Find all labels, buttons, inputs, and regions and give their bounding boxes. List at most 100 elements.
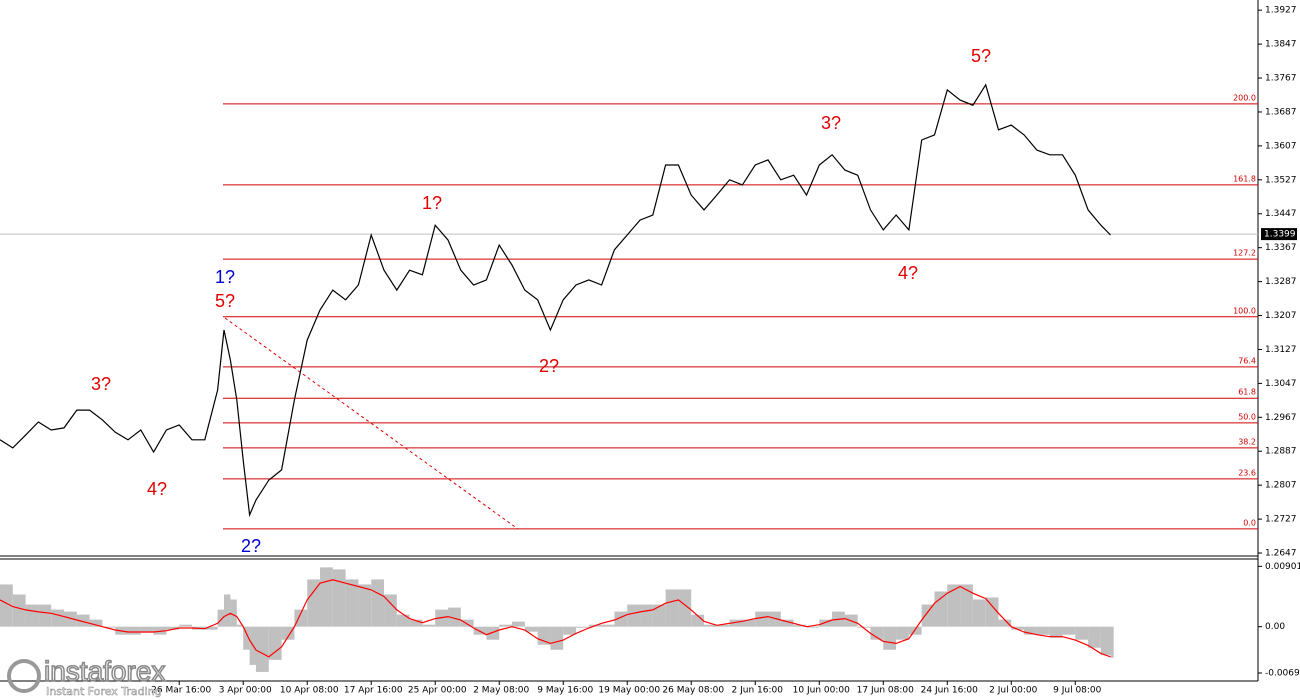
histogram-bar bbox=[512, 621, 525, 627]
histogram-bar bbox=[448, 607, 461, 627]
y-tick-label: 1.3207 bbox=[1265, 311, 1297, 321]
wave-label: 1? bbox=[215, 267, 235, 287]
histogram-bar bbox=[998, 619, 1012, 627]
y-tick-label: 1.3687 bbox=[1265, 107, 1297, 117]
wave-labels: 3? 4? 1? 5? 2? 1? 2? 3? 4? 5? bbox=[91, 46, 991, 556]
histogram-bar bbox=[64, 611, 77, 627]
histogram-bar bbox=[320, 567, 333, 627]
trend-line bbox=[224, 317, 519, 530]
x-tick-label: 3 Apr 00:00 bbox=[219, 686, 272, 696]
histogram-bar bbox=[102, 626, 116, 628]
histogram-bar bbox=[768, 611, 781, 627]
histogram-bar bbox=[396, 614, 410, 627]
histogram-bar bbox=[806, 626, 820, 628]
histogram-bar bbox=[934, 591, 948, 627]
histogram-bar bbox=[224, 594, 231, 627]
x-tick-label: 19 May 00:00 bbox=[598, 686, 660, 696]
y-tick-label: 1.3927 bbox=[1265, 6, 1297, 16]
logo-icon bbox=[7, 659, 41, 693]
histogram-bar bbox=[729, 619, 743, 627]
y-tick-label: 1.2727 bbox=[1265, 515, 1297, 525]
fib-level-label: 76.4 bbox=[1238, 356, 1256, 365]
histogram-bar bbox=[640, 604, 653, 627]
histogram-bar bbox=[537, 626, 551, 645]
fib-level-label: 127.2 bbox=[1233, 249, 1256, 258]
histogram-bar bbox=[716, 624, 730, 627]
histogram-bar bbox=[89, 619, 103, 627]
histogram-bar bbox=[960, 584, 973, 627]
last-price-label: 1.3399 bbox=[1264, 230, 1296, 240]
histogram-bar bbox=[576, 626, 589, 628]
x-tick-label: 2 May 08:00 bbox=[473, 686, 529, 696]
wave-label: 2? bbox=[241, 536, 261, 556]
histogram-bar bbox=[601, 624, 615, 627]
histogram-bar bbox=[12, 594, 26, 627]
fib-level-label: 161.8 bbox=[1233, 174, 1256, 183]
histogram-bar bbox=[883, 626, 897, 650]
last-price-box bbox=[1261, 228, 1297, 241]
histogram-bar bbox=[524, 626, 538, 632]
histogram-bar bbox=[204, 626, 218, 630]
y-tick-label: 1.3527 bbox=[1265, 175, 1297, 185]
y-tick-label: 1.2967 bbox=[1265, 413, 1297, 423]
x-tick-label: 9 May 16:00 bbox=[537, 686, 593, 696]
histogram-bar bbox=[25, 604, 39, 627]
wave-label: 5? bbox=[215, 291, 235, 311]
brand-name: instaforex bbox=[44, 655, 165, 686]
x-tick-label: 26 Mar 16:00 bbox=[151, 686, 211, 696]
histogram-bar bbox=[179, 624, 193, 627]
y-tick-label: 1.3847 bbox=[1265, 40, 1297, 50]
histogram-bar bbox=[243, 626, 250, 650]
histogram-bar bbox=[268, 626, 282, 660]
x-tick-label: 17 Jun 08:00 bbox=[857, 686, 914, 696]
x-tick-label: 2 Jun 16:00 bbox=[732, 686, 784, 696]
fib-level-label: 0.0 bbox=[1243, 518, 1256, 527]
histogram-bar bbox=[819, 619, 833, 627]
wave-label: 1? bbox=[422, 193, 442, 213]
histogram-bar bbox=[908, 626, 922, 635]
histogram-bar bbox=[780, 619, 794, 627]
y-tick-label: 1.3287 bbox=[1265, 277, 1297, 287]
y-tick-label: 1.3767 bbox=[1265, 74, 1297, 84]
histogram-bar bbox=[140, 626, 154, 633]
histogram-bar bbox=[704, 624, 717, 627]
histogram-bar bbox=[972, 599, 986, 627]
x-tick-label: 2 Jul 00:00 bbox=[989, 686, 1038, 696]
histogram-bar bbox=[358, 584, 372, 627]
histogram-bar bbox=[678, 589, 692, 627]
histogram-bar bbox=[652, 604, 666, 627]
histogram-bar bbox=[473, 626, 487, 635]
wave-label: 5? bbox=[971, 46, 991, 66]
x-tick-label: 26 May 08:00 bbox=[662, 686, 724, 696]
histogram-bar bbox=[51, 609, 65, 627]
fib-level-label: 100.0 bbox=[1233, 306, 1256, 315]
histogram-bar bbox=[665, 589, 679, 627]
histogram-bar bbox=[1088, 626, 1101, 648]
histogram-bar bbox=[1075, 626, 1089, 640]
histogram-bar bbox=[742, 619, 756, 627]
histogram-bar bbox=[921, 604, 935, 627]
y-tick-label: -0.00692 bbox=[1265, 668, 1300, 678]
y-tick-label: 1.3607 bbox=[1265, 141, 1297, 151]
x-tick-label: 24 Jun 16:00 bbox=[921, 686, 978, 696]
histogram-bar bbox=[896, 626, 909, 640]
histogram-bar bbox=[1049, 626, 1063, 638]
histogram-bar bbox=[371, 579, 385, 627]
fib-level-label: 200.0 bbox=[1233, 93, 1256, 102]
y-tick-label: 1.2807 bbox=[1265, 481, 1297, 491]
price-line bbox=[0, 83, 1111, 518]
histogram-bar bbox=[217, 609, 225, 627]
histogram-bar bbox=[870, 626, 884, 640]
histogram-bar bbox=[409, 619, 423, 627]
x-tick-label: 10 Apr 08:00 bbox=[280, 686, 339, 696]
histogram-bar bbox=[1110, 626, 1114, 658]
histogram-bar bbox=[422, 624, 436, 627]
histogram-bar bbox=[76, 614, 90, 627]
wave-label: 3? bbox=[821, 113, 841, 133]
histogram-bar bbox=[294, 609, 308, 627]
histogram-bar bbox=[1024, 626, 1037, 635]
histogram-bar bbox=[1100, 626, 1111, 655]
brand-tagline: Instant Forex Trading bbox=[46, 685, 162, 698]
histogram-bar bbox=[153, 626, 167, 635]
